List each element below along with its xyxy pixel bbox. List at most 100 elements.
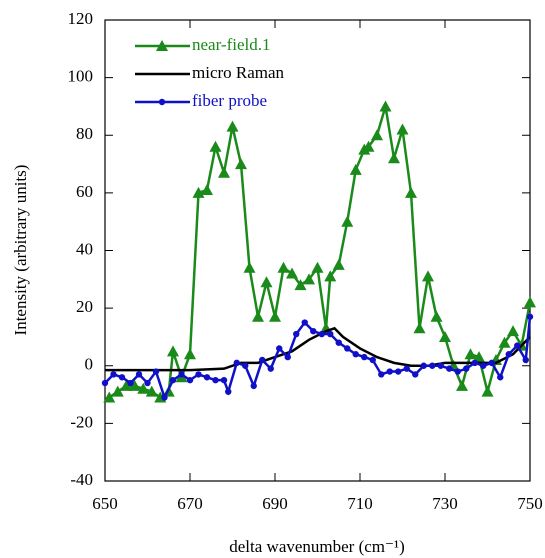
marker: [152, 368, 160, 375]
marker: [103, 391, 116, 403]
marker: [327, 330, 334, 338]
marker: [395, 368, 402, 375]
x-tick-label: 670: [177, 494, 203, 513]
marker: [405, 186, 417, 198]
marker: [480, 362, 487, 369]
marker: [269, 310, 281, 322]
marker: [267, 365, 274, 372]
series-line: [104, 316, 532, 401]
marker: [505, 351, 512, 358]
legend-marker: [156, 40, 168, 51]
x-tick-label: 710: [347, 494, 373, 513]
marker: [259, 356, 266, 364]
marker: [201, 183, 213, 195]
marker: [507, 325, 519, 337]
marker: [481, 385, 494, 397]
y-tick-label: -20: [70, 412, 93, 431]
marker: [111, 385, 124, 397]
marker: [497, 374, 504, 381]
marker: [318, 330, 325, 338]
marker: [471, 359, 478, 367]
marker: [429, 362, 436, 369]
marker: [396, 123, 409, 135]
marker: [235, 158, 247, 170]
marker: [195, 371, 202, 378]
marker: [252, 310, 264, 322]
marker: [233, 359, 240, 367]
marker: [203, 374, 211, 381]
y-tick-label: 80: [76, 124, 93, 143]
marker: [242, 362, 249, 369]
marker: [284, 353, 291, 361]
marker: [303, 273, 315, 285]
y-tick-label: 120: [68, 9, 94, 28]
x-tick-label: 750: [517, 494, 543, 513]
marker: [526, 313, 534, 320]
marker: [514, 342, 521, 349]
marker: [286, 267, 298, 279]
marker: [378, 371, 385, 378]
marker: [137, 382, 150, 394]
marker: [344, 345, 351, 352]
marker: [212, 376, 219, 384]
marker: [118, 374, 126, 381]
marker: [473, 351, 485, 363]
marker: [439, 330, 451, 342]
y-tick-label: -40: [70, 470, 93, 489]
marker: [422, 270, 434, 282]
marker: [144, 379, 151, 387]
marker: [349, 163, 362, 175]
marker: [310, 327, 317, 335]
marker: [361, 353, 368, 361]
marker: [135, 371, 143, 378]
marker: [388, 152, 400, 164]
marker: [178, 371, 185, 378]
legend-label: fiber probe: [192, 91, 267, 110]
y-tick-label: 0: [85, 355, 94, 374]
marker: [186, 376, 194, 384]
marker: [463, 365, 470, 372]
marker: [277, 261, 290, 273]
x-tick-label: 730: [432, 494, 458, 513]
marker: [311, 261, 324, 273]
plot-frame: [104, 19, 531, 482]
marker: [145, 385, 158, 397]
marker: [192, 186, 205, 198]
marker: [371, 129, 383, 141]
marker: [101, 379, 109, 387]
marker: [293, 330, 300, 338]
marker: [412, 371, 419, 378]
marker: [218, 166, 230, 178]
marker: [301, 319, 308, 326]
marker: [225, 388, 232, 395]
x-tick-label: 690: [262, 494, 288, 513]
marker: [352, 351, 359, 358]
marker: [110, 371, 117, 378]
marker: [386, 368, 393, 375]
y-axis-label: Intensity (arbitrary units): [11, 165, 30, 336]
marker: [294, 279, 307, 291]
marker: [379, 100, 392, 112]
marker: [488, 359, 495, 367]
marker: [324, 270, 337, 282]
marker: [250, 382, 257, 390]
marker: [226, 120, 239, 132]
y-tick-label: 40: [76, 239, 93, 258]
marker: [161, 394, 168, 401]
legend-label: micro Raman: [192, 63, 285, 82]
marker: [430, 310, 443, 322]
marker: [209, 140, 222, 152]
marker: [120, 379, 133, 391]
series-line: [108, 106, 532, 399]
marker: [332, 258, 345, 270]
marker: [369, 356, 376, 364]
marker: [413, 322, 426, 334]
marker: [167, 345, 179, 357]
marker: [464, 348, 477, 360]
marker: [276, 345, 283, 352]
marker: [498, 336, 511, 348]
y-tick-label: 20: [76, 297, 93, 316]
marker: [403, 365, 410, 372]
marker: [522, 356, 529, 364]
